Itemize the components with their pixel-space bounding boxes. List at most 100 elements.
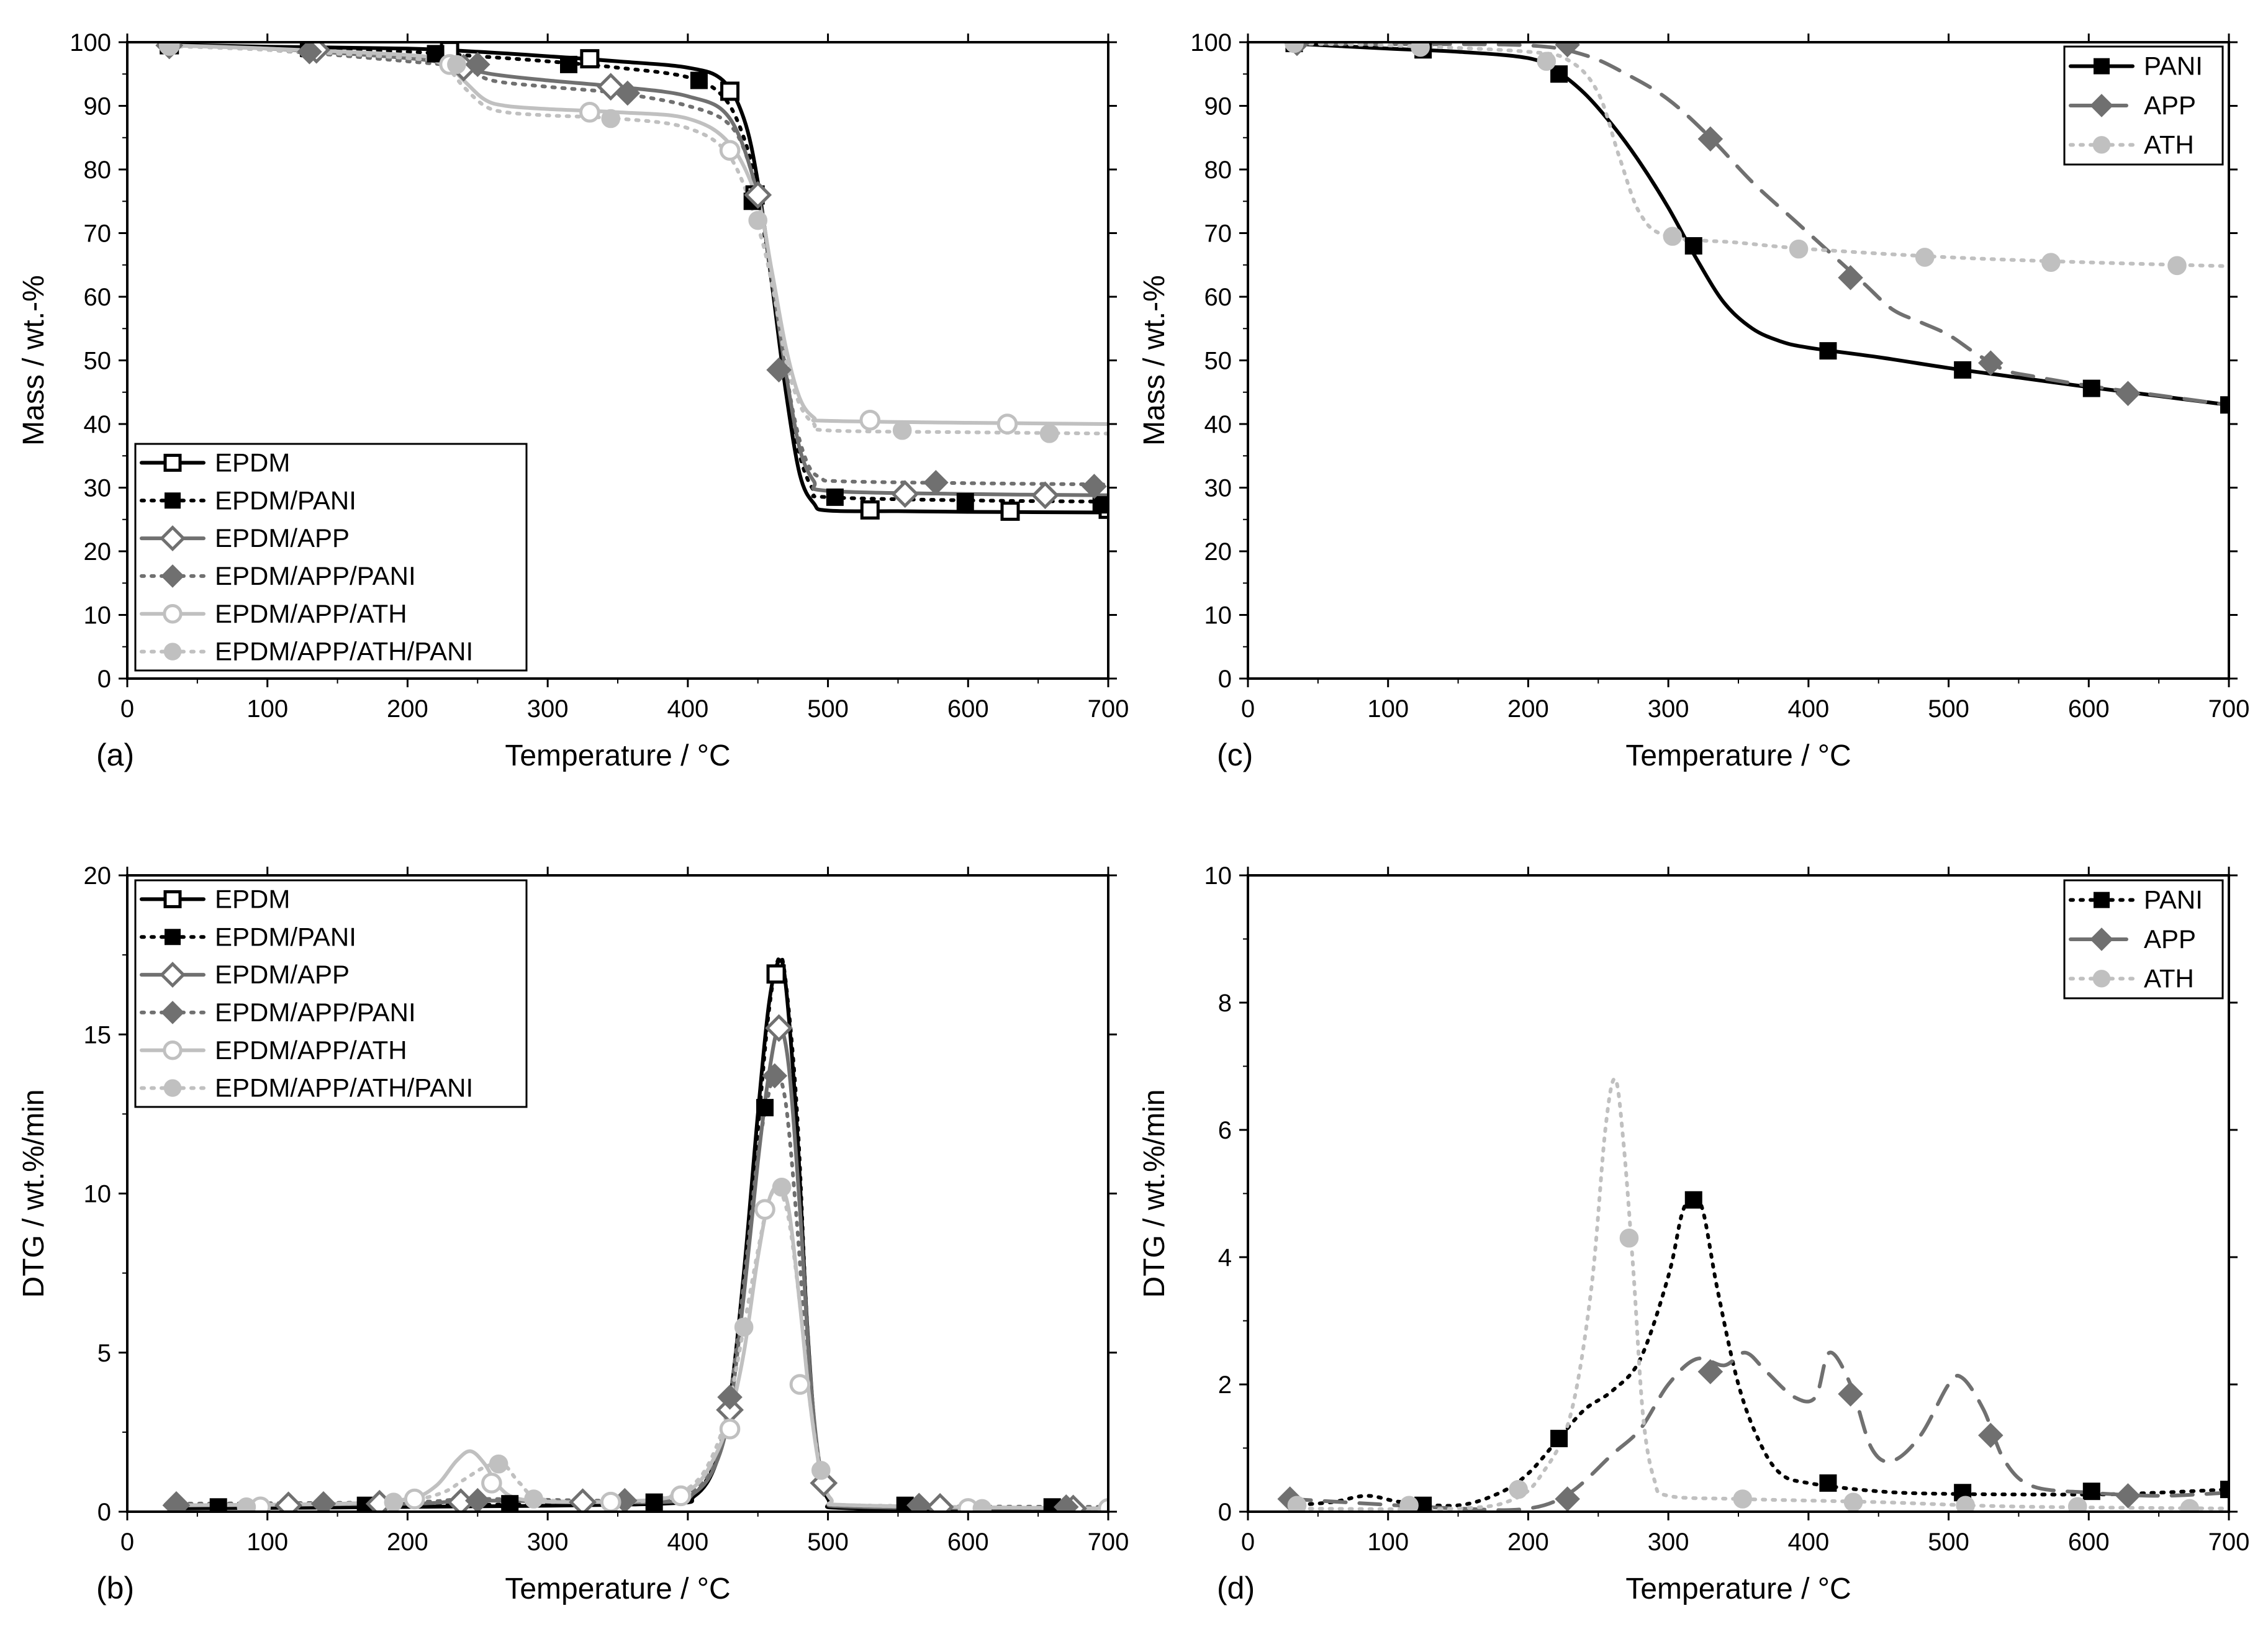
data-point-epdm xyxy=(766,964,786,984)
plot-area xyxy=(162,954,1108,1512)
y-axis-label: DTG / wt.%/min xyxy=(17,1089,50,1298)
legend-label: EPDM/APP xyxy=(215,960,350,989)
panel-c: 0 100 200 300 400 500 600 700 0 10 20 30 40 50 60 70 80 9… xyxy=(1138,29,2249,772)
series-line-pani xyxy=(1288,42,2229,407)
x-tick-label: 200 xyxy=(387,1528,428,1556)
y-tick-label: 80 xyxy=(84,156,112,184)
plot-area xyxy=(1284,42,2229,414)
x-tick-label: 700 xyxy=(2208,695,2250,723)
y-tick-label: 4 xyxy=(1218,1244,1232,1271)
data-point-epdm-app xyxy=(1031,481,1059,510)
y-tick-label: 10 xyxy=(1204,602,1232,630)
legend-marker xyxy=(161,564,184,588)
x-tick-label: 200 xyxy=(387,695,428,723)
data-point-epdm-app-pani xyxy=(615,80,641,106)
legend-label: EPDM/APP/ATH xyxy=(215,599,407,628)
legend-box xyxy=(134,879,528,1108)
data-point-app xyxy=(2115,381,2141,407)
y-tick-label: 8 xyxy=(1218,990,1232,1017)
y-tick-label: 0 xyxy=(1218,1499,1232,1526)
data-point-epdm-app-ath-pani xyxy=(972,1499,992,1512)
x-tick-label: 300 xyxy=(1648,1528,1689,1556)
y-tick-label: 0 xyxy=(1218,666,1232,693)
legend-marker xyxy=(163,604,183,624)
x-tick-label: 100 xyxy=(246,1528,288,1556)
data-point-app xyxy=(2115,1483,2141,1509)
data-point-epdm-app-pani xyxy=(906,1492,932,1512)
x-tick-label: 400 xyxy=(667,1528,708,1556)
x-tick-label: 600 xyxy=(947,695,989,723)
x-tick-label: 500 xyxy=(807,695,849,723)
data-point-ath xyxy=(1733,1489,1753,1509)
data-point-epdm-app-ath xyxy=(719,140,741,161)
x-axis-label: Temperature / °C xyxy=(1625,739,1851,772)
data-point-pani xyxy=(2220,396,2229,414)
data-point-epdm-app-pani xyxy=(310,1491,337,1512)
data-point-pani xyxy=(2082,1483,2100,1501)
data-point-app xyxy=(1838,1381,1863,1407)
data-point-app xyxy=(1555,42,1580,58)
panel-tag: (d) xyxy=(1217,1571,1255,1605)
data-point-epdm-app-ath-pani xyxy=(601,109,621,129)
data-point-epdm-app-ath-pani xyxy=(1039,424,1059,443)
x-tick-label: 400 xyxy=(1787,695,1829,723)
y-tick-label: 30 xyxy=(1204,475,1232,502)
plot-frame xyxy=(126,41,1109,680)
x-tick-label: 400 xyxy=(1787,1528,1829,1556)
x-tick-label: 700 xyxy=(1088,1528,1129,1556)
legend-label: EPDM/APP/ATH/PANI xyxy=(215,1073,473,1103)
legend-marker xyxy=(2090,94,2113,117)
legend-label: APP xyxy=(2144,91,2196,120)
data-point-epdm-app-pani xyxy=(766,357,792,383)
data-point-ath xyxy=(1411,42,1430,57)
data-point-epdm-app-pani xyxy=(1054,1494,1079,1512)
data-point-ath xyxy=(2180,1499,2200,1512)
data-point-epdm-app-ath xyxy=(719,1418,741,1440)
data-point-epdm-app-ath xyxy=(859,410,881,431)
data-point-epdm-app xyxy=(891,480,919,508)
data-point-epdm-app-ath-pani xyxy=(811,1461,831,1480)
plot-frame xyxy=(1247,874,2230,1513)
y-axis-label: DTG / wt.%/min xyxy=(1138,1089,1171,1298)
legend-marker xyxy=(160,525,186,552)
legend-marker xyxy=(163,1040,183,1060)
data-point-epdm-app-pani xyxy=(717,1384,743,1410)
series-line-app xyxy=(1288,1350,2229,1512)
data-point-pani xyxy=(1684,1191,1702,1209)
data-point-epdm xyxy=(860,500,880,520)
data-point-ath xyxy=(2167,256,2187,276)
y-axis-label: Mass / wt.-% xyxy=(1138,275,1171,446)
data-point-epdm-app-ath-pani xyxy=(160,42,179,56)
x-tick-label: 400 xyxy=(667,695,708,723)
legend: EPDM EPDM/PANI EPDM/APP EPDM/APP/PANI EPDM/A… xyxy=(134,443,528,672)
data-point-epdm-pani xyxy=(756,1099,774,1117)
data-point-epdm-app xyxy=(274,1491,302,1512)
y-tick-label: 100 xyxy=(70,29,111,56)
data-point-ath xyxy=(2067,1497,2087,1512)
data-point-epdm-app-pani xyxy=(297,42,322,65)
y-tick-label: 0 xyxy=(97,666,111,693)
legend-marker xyxy=(2092,136,2111,154)
legend-label: APP xyxy=(2144,924,2196,954)
y-tick-label: 2 xyxy=(1218,1371,1232,1399)
y-tick-label: 50 xyxy=(84,348,112,375)
data-point-pani xyxy=(1819,1474,1837,1492)
data-point-ath xyxy=(1287,1496,1307,1512)
y-tick-label: 90 xyxy=(1204,93,1232,120)
data-point-epdm-app-pani xyxy=(163,1491,189,1512)
data-point-ath xyxy=(1537,52,1556,71)
data-point-epdm-app xyxy=(926,1492,954,1512)
data-point-epdm-pani xyxy=(1092,496,1108,514)
legend-label: EPDM/PANI xyxy=(215,922,356,951)
data-point-epdm-app-ath xyxy=(789,1374,811,1395)
data-point-epdm-app-pani xyxy=(465,1487,490,1512)
data-point-ath xyxy=(1843,1492,1863,1512)
data-point-pani xyxy=(1550,65,1568,83)
y-tick-label: 30 xyxy=(84,475,112,502)
x-tick-label: 300 xyxy=(527,695,569,723)
x-tick-label: 200 xyxy=(1507,1528,1549,1556)
legend-box xyxy=(134,443,528,672)
y-tick-label: 100 xyxy=(1190,29,1232,56)
data-point-ath xyxy=(1509,1479,1528,1499)
y-axis-label: Mass / wt.-% xyxy=(17,275,50,446)
